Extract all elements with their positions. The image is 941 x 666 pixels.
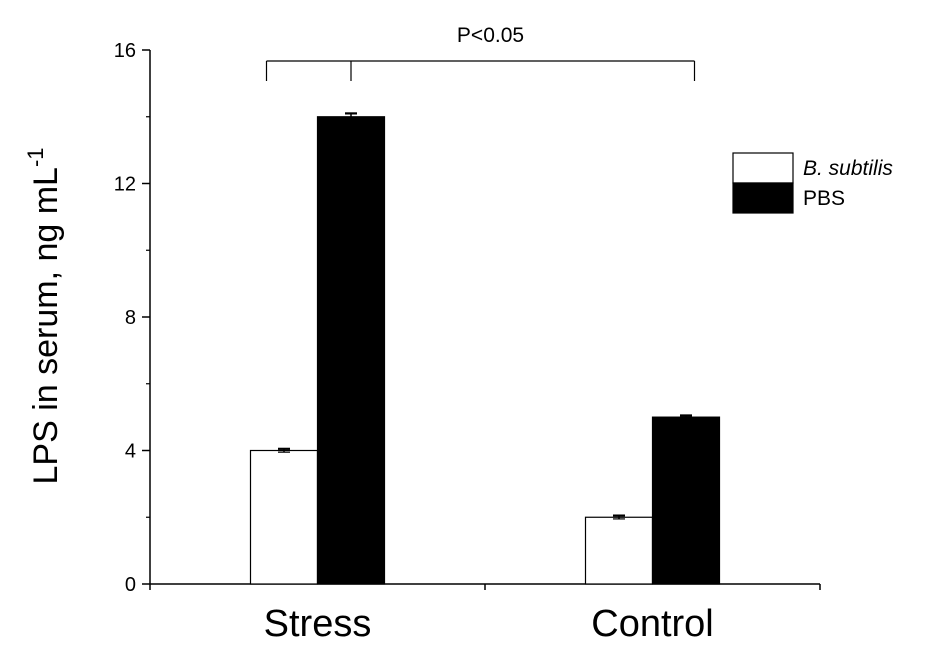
bar <box>584 516 654 585</box>
y-axis-label-text: LPS in serum, ng mL <box>27 167 65 484</box>
legend: B. subtilis PBS <box>732 152 893 214</box>
x-category-label: Control <box>591 603 714 645</box>
y-tick-label: 4 <box>125 441 136 463</box>
legend-swatch <box>732 182 794 214</box>
y-tick-label: 8 <box>125 307 136 329</box>
y-tick-label: 16 <box>114 40 136 62</box>
legend-swatch <box>732 152 794 184</box>
y-tick-label: 0 <box>125 574 136 596</box>
y-axis: 0 4 8 12 16 <box>114 40 151 596</box>
x-axis: Stress Control <box>149 583 821 645</box>
bar <box>651 416 721 585</box>
bar <box>249 449 319 585</box>
legend-label: PBS <box>803 187 845 210</box>
significance-bracket: P<0.05 <box>265 24 696 81</box>
bar <box>316 116 386 585</box>
y-axis-label-superscript: -1 <box>23 147 48 167</box>
significance-label: P<0.05 <box>457 24 524 47</box>
bars-group <box>249 112 721 585</box>
legend-label: B. subtilis <box>803 157 893 180</box>
y-tick-label: 12 <box>114 174 136 196</box>
x-category-label: Stress <box>264 603 372 645</box>
y-axis-label: LPS in serum, ng mL-1 <box>23 147 65 484</box>
